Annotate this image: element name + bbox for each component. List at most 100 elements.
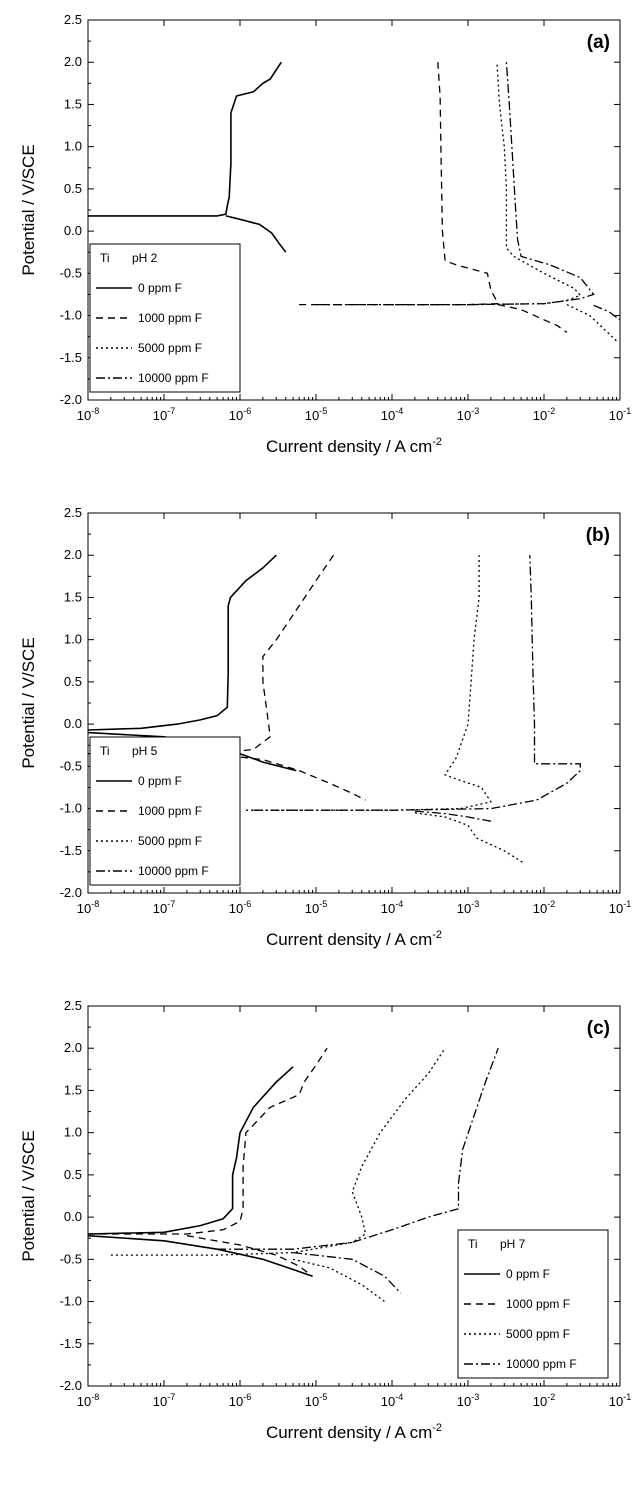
y-axis-title: Potential / V/SCE [19, 1130, 38, 1261]
series-line-4-cathodic [293, 1251, 402, 1294]
y-tick-label: 0.5 [64, 1167, 82, 1182]
x-tick-label: 10-4 [381, 899, 403, 916]
x-tick-label: 10-4 [381, 406, 403, 423]
y-axis-title: Potential / V/SCE [19, 144, 38, 275]
y-tick-label: 0.0 [64, 716, 82, 731]
y-tick-label: 1.5 [64, 589, 82, 604]
series-line-1 [88, 554, 277, 731]
x-axis-title: Current density / A cm-2 [266, 436, 442, 456]
y-tick-label: -1.5 [60, 1336, 82, 1351]
x-tick-label: 10-3 [457, 1392, 479, 1409]
y-tick-label: 0.0 [64, 1209, 82, 1224]
legend-label-4: 10000 ppm F [506, 1357, 577, 1371]
x-tick-label: 10-8 [77, 406, 99, 423]
series-line-2 [88, 1047, 328, 1235]
series-line-3 [110, 1047, 446, 1256]
series-line-4 [253, 555, 581, 811]
x-tick-label: 10-8 [77, 1392, 99, 1409]
legend-condition: pH 5 [132, 744, 158, 758]
legend-label-4: 10000 ppm F [138, 864, 209, 878]
legend: Ti pH 7 0 ppm F 1000 ppm F 5000 ppm F 10000 p… [457, 1229, 609, 1379]
legend-label-3: 5000 ppm F [138, 341, 202, 355]
y-tick-label: -1.0 [60, 1294, 82, 1309]
legend-label-2: 1000 ppm F [138, 311, 202, 325]
series-line-1 [88, 61, 282, 217]
x-tick-label: 10-1 [609, 1392, 631, 1409]
y-tick-label: 1.0 [64, 1125, 82, 1140]
x-tick-label: 10-6 [229, 1392, 251, 1409]
legend-material: Ti [468, 1237, 478, 1251]
y-tick-label: -2.0 [60, 1378, 82, 1393]
y-tick-label: -1.0 [60, 801, 82, 816]
series-line-2 [88, 554, 335, 755]
panel-label: (b) [586, 525, 610, 546]
y-tick-label: 2.0 [64, 1040, 82, 1055]
series-line-1-cathodic [88, 1234, 313, 1277]
y-tick-label: 1.5 [64, 96, 82, 111]
series-line-4-cathodic [414, 810, 492, 822]
series-line-1 [88, 1066, 294, 1235]
legend-label-2: 1000 ppm F [138, 804, 202, 818]
x-tick-label: 10-2 [533, 406, 555, 423]
x-tick-label: 10-2 [533, 899, 555, 916]
legend-label-1: 0 ppm F [138, 281, 182, 295]
chart-panel-3: 10-8 10-7 10-6 10-5 10-4 10-3 10-2 10-1 2.5 2.0 1.… [19, 998, 631, 1442]
y-tick-label: -0.5 [60, 1251, 82, 1266]
series-line-2-cathodic [186, 1235, 313, 1277]
x-tick-label: 10-5 [305, 1392, 327, 1409]
legend-label-1: 0 ppm F [506, 1267, 550, 1281]
x-tick-label: 10-2 [533, 1392, 555, 1409]
y-tick-label: 1.5 [64, 1082, 82, 1097]
legend-condition: pH 7 [500, 1237, 526, 1251]
x-tick-label: 10-5 [305, 899, 327, 916]
y-axis-title: Potential / V/SCE [19, 637, 38, 768]
y-tick-label: 1.0 [64, 139, 82, 154]
legend-label-4: 10000 ppm F [138, 371, 209, 385]
y-tick-label: 2.0 [64, 54, 82, 69]
y-tick-label: 0.0 [64, 223, 82, 238]
x-tick-label: 10-1 [609, 406, 631, 423]
series-line-4 [316, 62, 595, 306]
y-tick-label: 2.5 [64, 12, 82, 27]
series-line-2-cathodic [217, 753, 366, 801]
y-tick-label: 0.5 [64, 181, 82, 196]
y-tick-label: 2.5 [64, 505, 82, 520]
x-tick-label: 10-4 [381, 1392, 403, 1409]
x-tick-label: 10-5 [305, 406, 327, 423]
series-line-4 [217, 1047, 499, 1250]
series-line-2 [299, 62, 500, 306]
legend-box [457, 1229, 609, 1379]
legend-label-2: 1000 ppm F [506, 1297, 570, 1311]
series-line-3-cathodic [566, 304, 617, 342]
y-tick-label: -1.5 [60, 843, 82, 858]
y-tick-label: 2.5 [64, 998, 82, 1013]
y-tick-label: 0.5 [64, 674, 82, 689]
x-tick-label: 10-3 [457, 406, 479, 423]
legend-condition: pH 2 [132, 251, 158, 265]
panel-label: (c) [587, 1018, 610, 1039]
legend: Ti pH 2 0 ppm F 1000 ppm F 5000 ppm F 10000 p… [89, 243, 241, 393]
x-tick-label: 10-1 [609, 899, 631, 916]
series-line-1-cathodic [225, 215, 287, 253]
x-axis-title: Current density / A cm-2 [266, 929, 442, 949]
legend-label-3: 5000 ppm F [138, 834, 202, 848]
y-tick-label: -1.0 [60, 308, 82, 323]
y-tick-label: 2.0 [64, 547, 82, 562]
series-line-4-cathodic [593, 304, 620, 321]
x-tick-label: 10-7 [153, 406, 175, 423]
legend: Ti pH 5 0 ppm F 1000 ppm F 5000 ppm F 10000 p… [89, 736, 241, 886]
legend-material: Ti [100, 744, 110, 758]
legend-material: Ti [100, 251, 110, 265]
y-tick-label: -0.5 [60, 265, 82, 280]
series-line-2-cathodic [498, 303, 568, 333]
y-tick-label: -2.0 [60, 392, 82, 407]
chart-panel-1: 10-8 10-7 10-6 10-5 10-4 10-3 10-2 10-1 2.5 2.0 1.… [19, 12, 631, 456]
chart-panel-2: 10-8 10-7 10-6 10-5 10-4 10-3 10-2 10-1 2.5 2.0 1.… [19, 505, 631, 949]
x-axis-title: Current density / A cm-2 [266, 1422, 442, 1442]
x-tick-label: 10-7 [153, 1392, 175, 1409]
series-line-3-cathodic [292, 1258, 385, 1303]
y-tick-label: -1.5 [60, 350, 82, 365]
x-tick-label: 10-8 [77, 899, 99, 916]
